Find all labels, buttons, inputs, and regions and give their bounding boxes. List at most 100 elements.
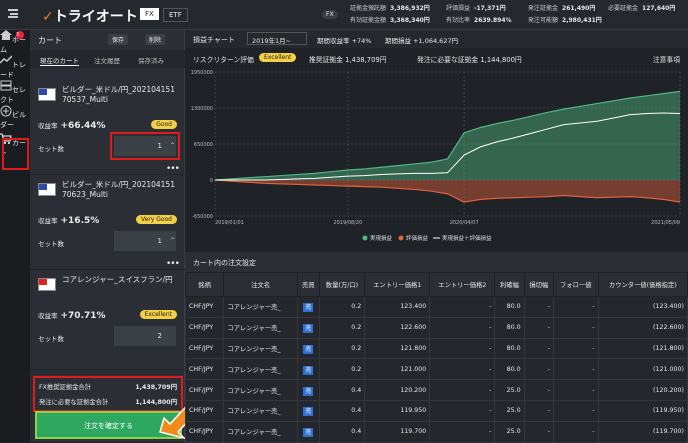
- stat-label: 発注証拠金: [528, 5, 559, 12]
- cell: -: [523, 316, 554, 339]
- highlight-box: [110, 132, 180, 160]
- column-header: 注文名: [223, 272, 299, 297]
- tab-fx[interactable]: FX: [140, 8, 159, 20]
- cell: -: [429, 379, 496, 401]
- menu-icon[interactable]: [8, 9, 18, 18]
- cell: 売: [297, 399, 320, 422]
- cell: -: [523, 337, 554, 360]
- side-badge: 売: [303, 324, 314, 334]
- flag-mark: [39, 89, 47, 95]
- notes-link[interactable]: 注意事項: [652, 56, 680, 64]
- legend-swatch: [362, 235, 368, 241]
- cell-text: (123.400): [653, 303, 684, 311]
- top-bar: ✓トライオート FX ETF FX 証拠金預託額 3,386,932円 評価損益 -1…: [0, 0, 688, 30]
- cell: -: [429, 296, 496, 318]
- cell-text: コアレンジャー売_: [227, 325, 281, 333]
- cell: (119.700): [597, 420, 688, 443]
- cell: 0.2: [318, 296, 366, 318]
- cell: -: [429, 399, 496, 422]
- side-nav: ホーム トレード セレクト ビルダー カート 3: [0, 30, 30, 442]
- rating: Very Good: [135, 215, 177, 224]
- cell: CHF/JPY: [184, 296, 225, 318]
- cell-text: (120.200): [653, 386, 684, 394]
- cell-text: コアレンジャー売_: [227, 304, 281, 312]
- stat: 有効比率 2639.894%: [446, 15, 528, 24]
- cell: 25.0: [494, 399, 525, 422]
- cell-text: -: [489, 324, 492, 332]
- cell-text: コアレンジャー売_: [227, 345, 281, 353]
- cell-text: 0.4: [351, 428, 362, 436]
- cell: 121.800: [364, 337, 431, 360]
- chart: -650000 0 650000 1300000 1950000 2019/01/01 20…: [185, 66, 688, 248]
- nav-icon: [0, 30, 12, 40]
- stat-label: 発注可能額: [528, 17, 559, 24]
- recommended-margin: 推奨証拠金 1,438,709円: [309, 56, 387, 64]
- cart-tab[interactable]: 保存済み: [138, 57, 164, 65]
- area: [215, 91, 680, 180]
- cell-text: 80.0: [506, 344, 521, 352]
- cell: 売: [297, 379, 320, 401]
- stat-label: 証拠金預託額: [350, 5, 387, 12]
- save-button[interactable]: 保存: [108, 34, 129, 45]
- value: 1,144,800円: [135, 399, 177, 406]
- cell: コアレンジャー売_: [223, 296, 299, 318]
- cell-text: -: [592, 428, 595, 436]
- column-header: カウンター値(価格指定): [597, 272, 688, 297]
- more-dots: •••: [166, 259, 180, 269]
- rate-label: 収益率: [38, 312, 58, 320]
- cell-text: -: [547, 324, 550, 332]
- cell-text: 80.0: [506, 365, 521, 373]
- delete-button[interactable]: 削除: [145, 34, 166, 45]
- column-header: 数量(万/口): [318, 272, 366, 297]
- cell-text: -: [547, 365, 550, 373]
- table-wrap: 銘柄 注文名 売買 数量(万/口) エントリー価格1 エントリー価格2 利確幅 損切幅 フォロー…: [184, 272, 688, 443]
- period-select[interactable]: 2019年1月~: [247, 32, 307, 45]
- value: 1,438,709円: [135, 384, 177, 391]
- x-tick-label: 2021/05/09: [651, 220, 680, 226]
- summary: FX推奨証拠金合計 1,438,709円 発注に必要な証拠金合計 1,144,800…: [33, 376, 183, 412]
- period-return: 期間収益率 +74%: [317, 37, 372, 45]
- cart-title: カート: [38, 36, 62, 45]
- confirm-button[interactable]: 注文を確定する: [35, 411, 182, 439]
- cell: 120.200: [364, 379, 431, 401]
- column-header: 売買: [297, 272, 320, 297]
- stat-value: 2639.894%: [474, 17, 512, 24]
- cell: -: [552, 316, 599, 339]
- flag-mark: [39, 279, 47, 285]
- table-row: CHF/JPY コアレンジャー売_ 売 0.4 119.700 - 25.0 - - (119.7…: [184, 420, 688, 443]
- cell-text: 120.200: [400, 386, 427, 394]
- summary-row: FX推奨証拠金合計 1,438,709円: [39, 382, 177, 391]
- cell: -: [429, 316, 496, 339]
- cell-text: CHF/JPY: [189, 324, 214, 332]
- cell: -: [523, 399, 554, 422]
- sets-input[interactable]: 1: [114, 136, 176, 156]
- cell: コアレンジャー売_: [223, 379, 299, 401]
- cell: (122.600): [597, 316, 688, 339]
- tab-etf[interactable]: ETF: [163, 8, 188, 22]
- cell-text: 0.2: [351, 365, 362, 373]
- cell: 0.2: [318, 358, 366, 381]
- stat: 発注証拠金 261,490円: [528, 3, 608, 12]
- table-row: CHF/JPY コアレンジャー売_ 売 0.2 121.000 - 80.0 - - (121.0…: [184, 358, 688, 381]
- cell: コアレンジャー売_: [223, 337, 299, 360]
- cell: 25.0: [494, 379, 525, 401]
- nav-item[interactable]: ビルダー: [0, 105, 30, 130]
- cell-text: -: [592, 365, 595, 373]
- label: 発注に必要な証拠金合計: [39, 399, 109, 406]
- cell-text: -: [489, 303, 492, 311]
- nav-item[interactable]: ホーム: [0, 30, 30, 55]
- stat-label: 必要証拠金: [608, 5, 639, 12]
- cell-text: 0.2: [351, 303, 362, 311]
- cell-text: 0.4: [351, 407, 362, 415]
- cart-tab[interactable]: 注文履歴: [94, 57, 120, 65]
- nav-item[interactable]: セレクト: [0, 80, 30, 105]
- logo-text: トライオート: [53, 9, 138, 25]
- cell: 0.4: [318, 420, 366, 443]
- cell-text: コアレンジャー売_: [227, 429, 281, 437]
- nav-item[interactable]: トレード: [0, 55, 30, 80]
- cell: CHF/JPY: [184, 399, 225, 422]
- stepper: ⌃: [170, 237, 176, 244]
- cart-tab[interactable]: 現在のカート: [40, 57, 79, 66]
- sets-input[interactable]: 1: [114, 231, 176, 251]
- sets-input[interactable]: 2: [114, 326, 176, 346]
